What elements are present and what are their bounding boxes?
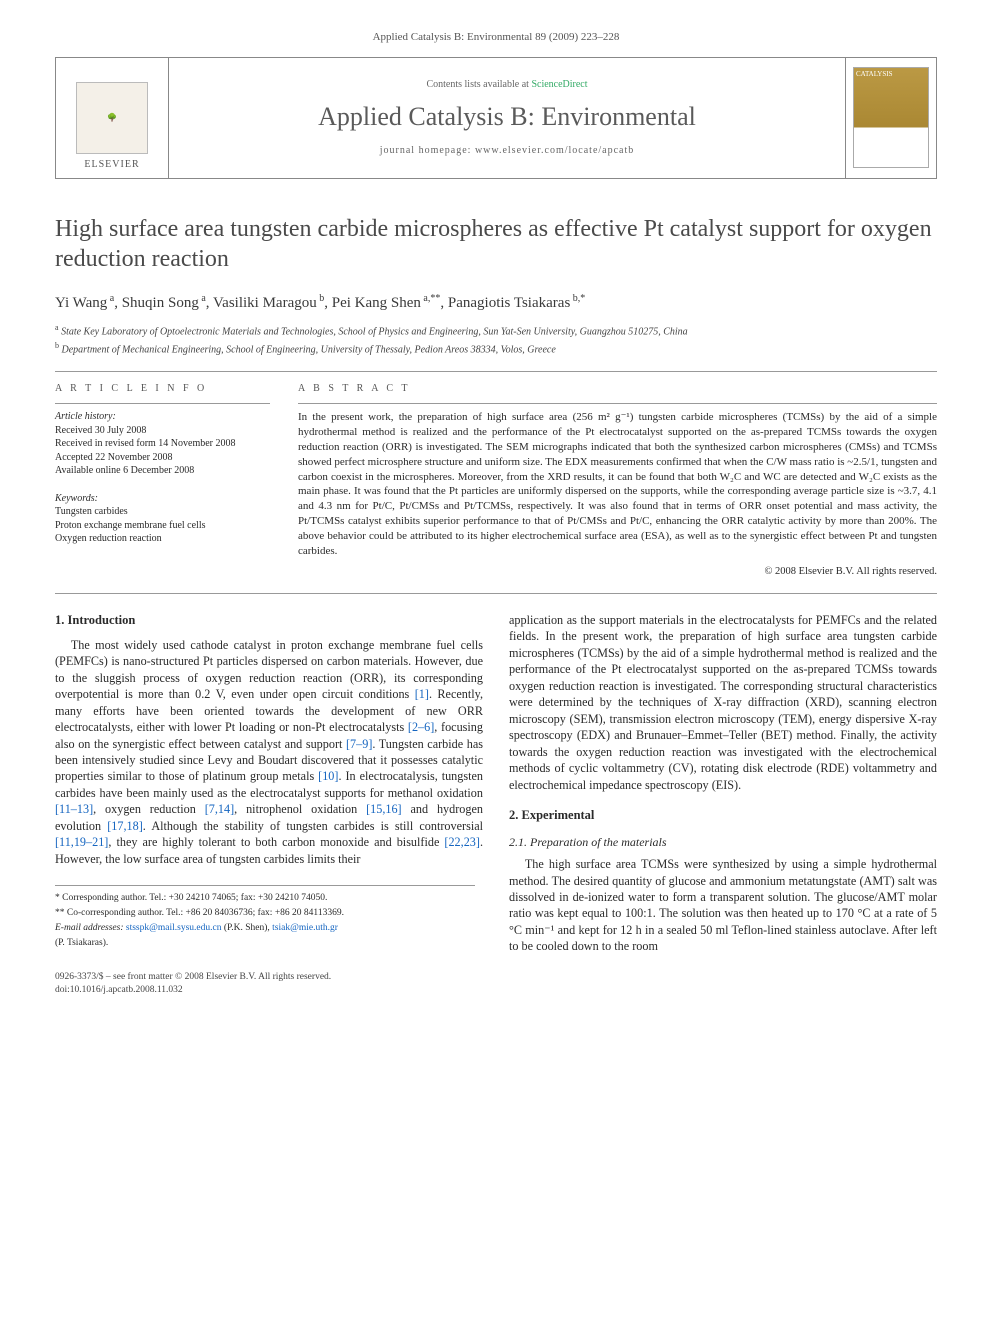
intro-para-1: The most widely used cathode catalyst in… (55, 637, 483, 868)
divider (55, 371, 937, 372)
homepage-line: journal homepage: www.elsevier.com/locat… (380, 144, 635, 158)
keyword-item: Tungsten carbides (55, 505, 270, 519)
email-who: (P. Tsiakaras). (55, 937, 475, 950)
publisher-name: ELSEVIER (84, 158, 139, 172)
ref-link[interactable]: [10] (318, 769, 338, 783)
subsection-heading: 2.1. Preparation of the materials (509, 834, 937, 850)
running-head: Applied Catalysis B: Environmental 89 (2… (55, 30, 937, 45)
homepage-prefix: journal homepage: (380, 145, 475, 156)
affiliations: a State Key Laboratory of Optoelectronic… (55, 323, 937, 357)
body-columns: 1. Introduction The most widely used cat… (55, 612, 937, 957)
abstract-text: In the present work, the preparation of … (298, 410, 937, 558)
journal-cover-thumb: CATALYSIS (853, 67, 929, 168)
elsevier-tree-icon: 🌳 (76, 82, 148, 154)
keyword-item: Proton exchange membrane fuel cells (55, 519, 270, 533)
article-info-col: A R T I C L E I N F O Article history: R… (55, 382, 270, 579)
ref-link[interactable]: [11,19–21] (55, 835, 108, 849)
copyright-line: © 2008 Elsevier B.V. All rights reserved… (298, 565, 937, 579)
keywords-label: Keywords: (55, 492, 270, 506)
affiliation: a State Key Laboratory of Optoelectronic… (55, 323, 937, 339)
journal-banner: 🌳 ELSEVIER Contents lists available at S… (55, 57, 937, 179)
sciencedirect-link[interactable]: ScienceDirect (531, 79, 587, 90)
banner-center: Contents lists available at ScienceDirec… (169, 58, 845, 178)
ref-link[interactable]: [11–13] (55, 802, 93, 816)
ref-link[interactable]: [15,16] (366, 802, 402, 816)
doi-line: doi:10.1016/j.apcatb.2008.11.032 (55, 984, 937, 997)
exp-para-1: The high surface area TCMSs were synthes… (509, 856, 937, 955)
section-heading-intro: 1. Introduction (55, 612, 483, 629)
history-item: Accepted 22 November 2008 (55, 451, 270, 465)
author-list: Yi Wang a, Shuqin Song a, Vasiliki Marag… (55, 292, 937, 313)
homepage-url[interactable]: www.elsevier.com/locate/apcatb (475, 145, 634, 156)
ref-link[interactable]: [1] (415, 687, 429, 701)
keywords-list: Tungsten carbidesProton exchange membran… (55, 505, 270, 546)
page: Applied Catalysis B: Environmental 89 (2… (0, 0, 992, 1037)
email-line: E-mail addresses: stsspk@mail.sysu.edu.c… (55, 922, 475, 935)
keyword-item: Oxygen reduction reaction (55, 532, 270, 546)
section-heading-experimental: 2. Experimental (509, 807, 937, 824)
ref-link[interactable]: [17,18] (107, 819, 143, 833)
meta-row: A R T I C L E I N F O Article history: R… (55, 382, 937, 579)
cover-cell: CATALYSIS (845, 58, 936, 178)
ref-link[interactable]: [2–6] (408, 720, 434, 734)
issn-line: 0926-3373/$ – see front matter © 2008 El… (55, 971, 937, 984)
journal-name: Applied Catalysis B: Environmental (318, 99, 696, 134)
contents-line: Contents lists available at ScienceDirec… (426, 78, 587, 92)
email-link[interactable]: stsspk@mail.sysu.edu.cn (126, 923, 222, 933)
contents-prefix: Contents lists available at (426, 79, 531, 90)
ref-link[interactable]: [7,14] (205, 802, 234, 816)
ref-link[interactable]: [7–9] (346, 737, 372, 751)
ref-link[interactable]: [22,23] (444, 835, 480, 849)
abstract-heading: A B S T R A C T (298, 382, 937, 396)
abstract-col: A B S T R A C T In the present work, the… (298, 382, 937, 579)
history-list: Received 30 July 2008Received in revised… (55, 424, 270, 478)
footer-meta: 0926-3373/$ – see front matter © 2008 El… (55, 971, 937, 997)
history-item: Received in revised form 14 November 200… (55, 437, 270, 451)
corr-author-note: * Corresponding author. Tel.: +30 24210 … (55, 892, 475, 905)
intro-para-col2: application as the support materials in … (509, 612, 937, 793)
publisher-cell: 🌳 ELSEVIER (56, 58, 169, 178)
divider (55, 593, 937, 594)
history-label: Article history: (55, 410, 270, 424)
article-info-heading: A R T I C L E I N F O (55, 382, 270, 396)
article-title: High surface area tungsten carbide micro… (55, 214, 937, 274)
history-item: Available online 6 December 2008 (55, 464, 270, 478)
co-corr-author-note: ** Co-corresponding author. Tel.: +86 20… (55, 907, 475, 920)
footnotes: * Corresponding author. Tel.: +30 24210 … (55, 885, 475, 949)
history-item: Received 30 July 2008 (55, 424, 270, 438)
email-link[interactable]: tsiak@mie.uth.gr (272, 923, 338, 933)
affiliation: b Department of Mechanical Engineering, … (55, 341, 937, 357)
